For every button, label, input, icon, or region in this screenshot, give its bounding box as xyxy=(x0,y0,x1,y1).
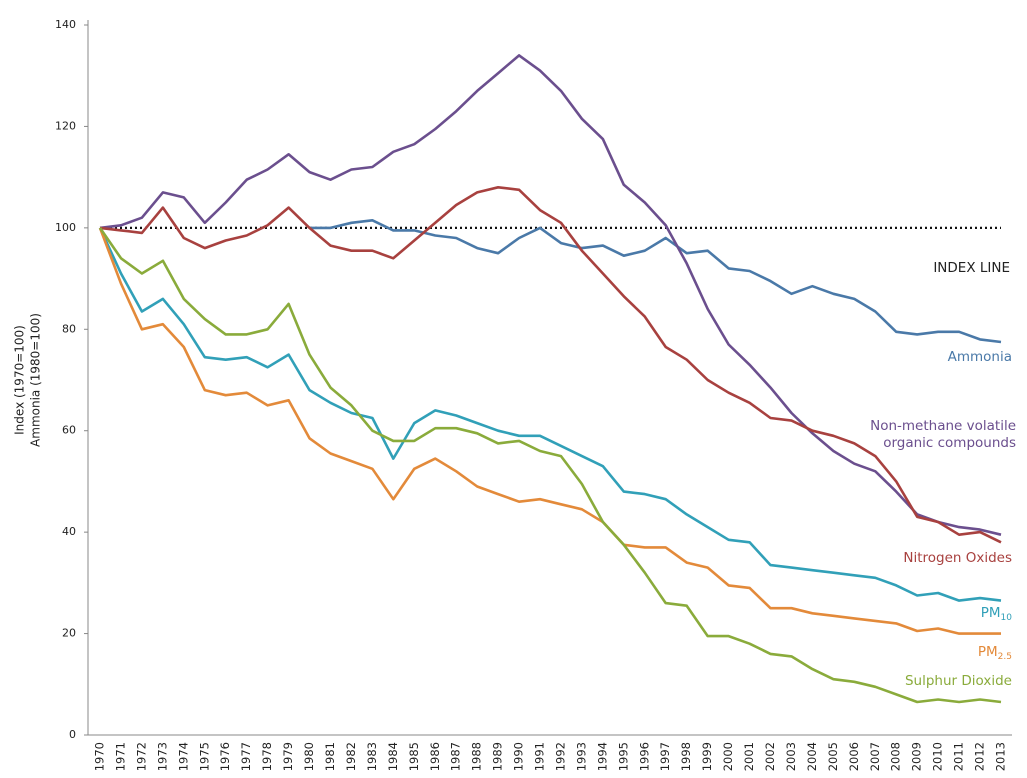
y-tick-label: 140 xyxy=(55,18,76,31)
series-line xyxy=(98,227,1002,704)
x-tick-label: 2008 xyxy=(889,742,903,771)
x-tick-label: 1988 xyxy=(470,742,484,771)
x-tick-label: 1989 xyxy=(491,742,505,771)
x-tick-label: 1997 xyxy=(658,742,672,771)
x-tick-label: 1995 xyxy=(616,742,630,771)
series-line xyxy=(99,186,1002,544)
x-tick-label: 1976 xyxy=(218,742,232,771)
series-line xyxy=(309,219,1002,344)
series-label-text: PM xyxy=(981,605,1001,621)
x-tick-label: 1985 xyxy=(407,742,421,771)
x-tick-label: 2007 xyxy=(868,742,882,771)
series-label-subscript: 10 xyxy=(1001,613,1013,623)
y-tick-label: 40 xyxy=(62,525,76,538)
series-line xyxy=(98,227,1002,602)
series-label-text: Sulphur Dioxide xyxy=(905,673,1012,689)
series-label: Ammonia xyxy=(948,349,1012,365)
series-label-subscript: 2.5 xyxy=(998,652,1012,662)
y-tick-label: 0 xyxy=(69,728,76,741)
y-axis-title: Index (1970=100) xyxy=(13,325,27,435)
series-line xyxy=(98,227,1001,635)
series-label-text: Nitrogen Oxides xyxy=(903,550,1012,566)
x-tick-label: 2009 xyxy=(910,742,924,771)
x-tick-label: 1978 xyxy=(260,742,274,771)
x-tick-label: 2001 xyxy=(742,742,756,771)
x-tick-label: 1993 xyxy=(574,742,588,771)
x-tick-label: 1971 xyxy=(113,742,127,771)
x-tick-label: 1983 xyxy=(365,742,379,771)
series-label-text: PM xyxy=(978,644,998,660)
y-tick-label: 80 xyxy=(62,322,76,335)
x-tick-label: 1970 xyxy=(93,742,107,771)
y-tick-label: 120 xyxy=(55,119,76,132)
index-line-label: INDEX LINE xyxy=(933,260,1010,276)
x-tick-label: 1975 xyxy=(197,742,211,771)
x-tick-label: 2012 xyxy=(973,742,987,771)
x-tick-label: 1984 xyxy=(386,742,400,771)
series-label: PM10 xyxy=(981,605,1013,623)
x-tick-label: 1994 xyxy=(595,742,609,771)
series-line xyxy=(99,54,1002,536)
y-axis-title: Ammonia (1980=100) xyxy=(29,313,43,447)
x-tick-label: 1992 xyxy=(553,742,567,771)
series-label: PM2.5 xyxy=(978,644,1012,662)
series-label: Nitrogen Oxides xyxy=(903,550,1012,566)
y-tick-label: 100 xyxy=(55,221,76,234)
x-tick-label: 2003 xyxy=(784,742,798,771)
x-tick-label: 1987 xyxy=(449,742,463,771)
x-tick-label: 2006 xyxy=(847,742,861,771)
x-tick-label: 1972 xyxy=(134,742,148,771)
x-tick-label: 1999 xyxy=(700,742,714,771)
y-tick-label: 60 xyxy=(62,424,76,437)
x-tick-label: 2004 xyxy=(805,742,819,771)
x-tick-label: 2002 xyxy=(763,742,777,771)
x-tick-label: 1980 xyxy=(302,742,316,771)
x-tick-label: 2005 xyxy=(826,742,840,771)
x-tick-label: 2010 xyxy=(931,742,945,771)
x-tick-label: 1986 xyxy=(428,742,442,771)
x-tick-label: 1981 xyxy=(323,742,337,771)
y-tick-label: 20 xyxy=(62,627,76,640)
series-label: Sulphur Dioxide xyxy=(905,673,1012,689)
x-tick-label: 1991 xyxy=(533,742,547,771)
series-label-text: Ammonia xyxy=(948,349,1012,365)
x-tick-label: 1974 xyxy=(176,742,190,771)
x-tick-label: 1977 xyxy=(239,742,253,771)
x-tick-label: 1990 xyxy=(512,742,526,771)
x-tick-label: 2011 xyxy=(952,742,966,771)
series-label: Non-methane volatile organic compounds xyxy=(870,418,1016,451)
x-tick-label: 1982 xyxy=(344,742,358,771)
x-tick-label: 2013 xyxy=(994,742,1008,771)
x-tick-label: 1979 xyxy=(281,742,295,771)
x-tick-label: 2000 xyxy=(721,742,735,771)
x-tick-label: 1973 xyxy=(155,742,169,771)
x-tick-label: 1998 xyxy=(679,742,693,771)
x-tick-label: 1996 xyxy=(637,742,651,771)
